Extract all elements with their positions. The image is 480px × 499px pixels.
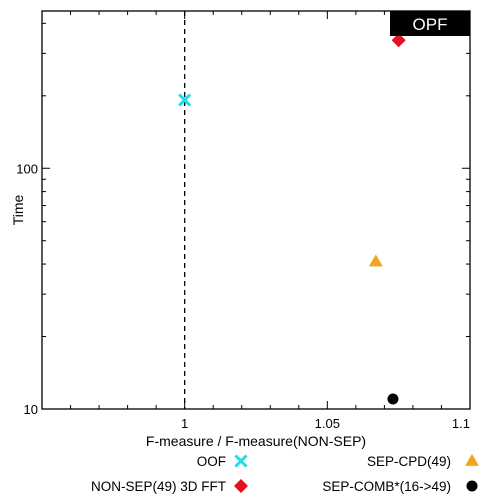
plot-area: 10 100 1 1.05 1.1: [16, 10, 471, 431]
legend-marker: [234, 479, 248, 493]
legend-label: OOF: [197, 454, 226, 469]
x-tick-label: 1.05: [315, 416, 340, 431]
y-axis-label: Time: [10, 194, 26, 225]
legend-label: SEP-CPD(49): [367, 454, 451, 469]
x-tick-label: 1.1: [452, 416, 470, 431]
title-badge: OPF: [390, 11, 470, 36]
legend-label: NON-SEP(49) 3D FFT: [91, 479, 226, 494]
legend-item: SEP-COMB*(16->49): [322, 479, 478, 494]
x-tick-label: 1: [181, 416, 188, 431]
title-badge-background: [390, 11, 470, 36]
y-tick-label: 10: [24, 402, 38, 417]
legend-label: SEP-COMB*(16->49): [322, 479, 451, 494]
legend-marker: [465, 454, 479, 466]
legend-item: SEP-CPD(49): [367, 454, 479, 469]
plot-frame: [41, 10, 471, 410]
legend: OOF SEP-CPD(49) NON-SEP(49) 3D FFT SEP-COMB…: [91, 454, 479, 494]
data-point: [387, 393, 399, 405]
legend-item: OOF: [197, 454, 248, 469]
data-point: [368, 254, 383, 267]
y-tick-label: 100: [16, 161, 38, 176]
x-axis-label: F-measure / F-measure(NON-SEP): [146, 433, 366, 449]
data-point: [178, 93, 192, 107]
data-point: [391, 33, 406, 48]
chart-title: OPF: [413, 15, 448, 34]
legend-item: NON-SEP(49) 3D FFT: [91, 479, 248, 494]
legend-marker: [466, 480, 478, 492]
legend-marker: [234, 454, 248, 468]
